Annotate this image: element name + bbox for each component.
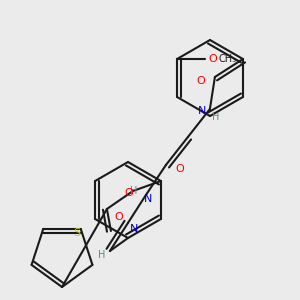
Text: N: N bbox=[130, 224, 138, 234]
Text: O: O bbox=[176, 164, 184, 174]
Text: N: N bbox=[144, 194, 152, 204]
Text: N: N bbox=[198, 106, 206, 116]
Text: S: S bbox=[73, 228, 80, 238]
Text: CH₃: CH₃ bbox=[218, 54, 236, 64]
Text: O: O bbox=[209, 54, 218, 64]
Text: H: H bbox=[212, 112, 220, 122]
Text: O: O bbox=[124, 188, 133, 198]
Text: H: H bbox=[98, 250, 106, 260]
Text: O: O bbox=[196, 76, 205, 86]
Text: H: H bbox=[130, 186, 138, 196]
Text: O: O bbox=[115, 212, 123, 222]
